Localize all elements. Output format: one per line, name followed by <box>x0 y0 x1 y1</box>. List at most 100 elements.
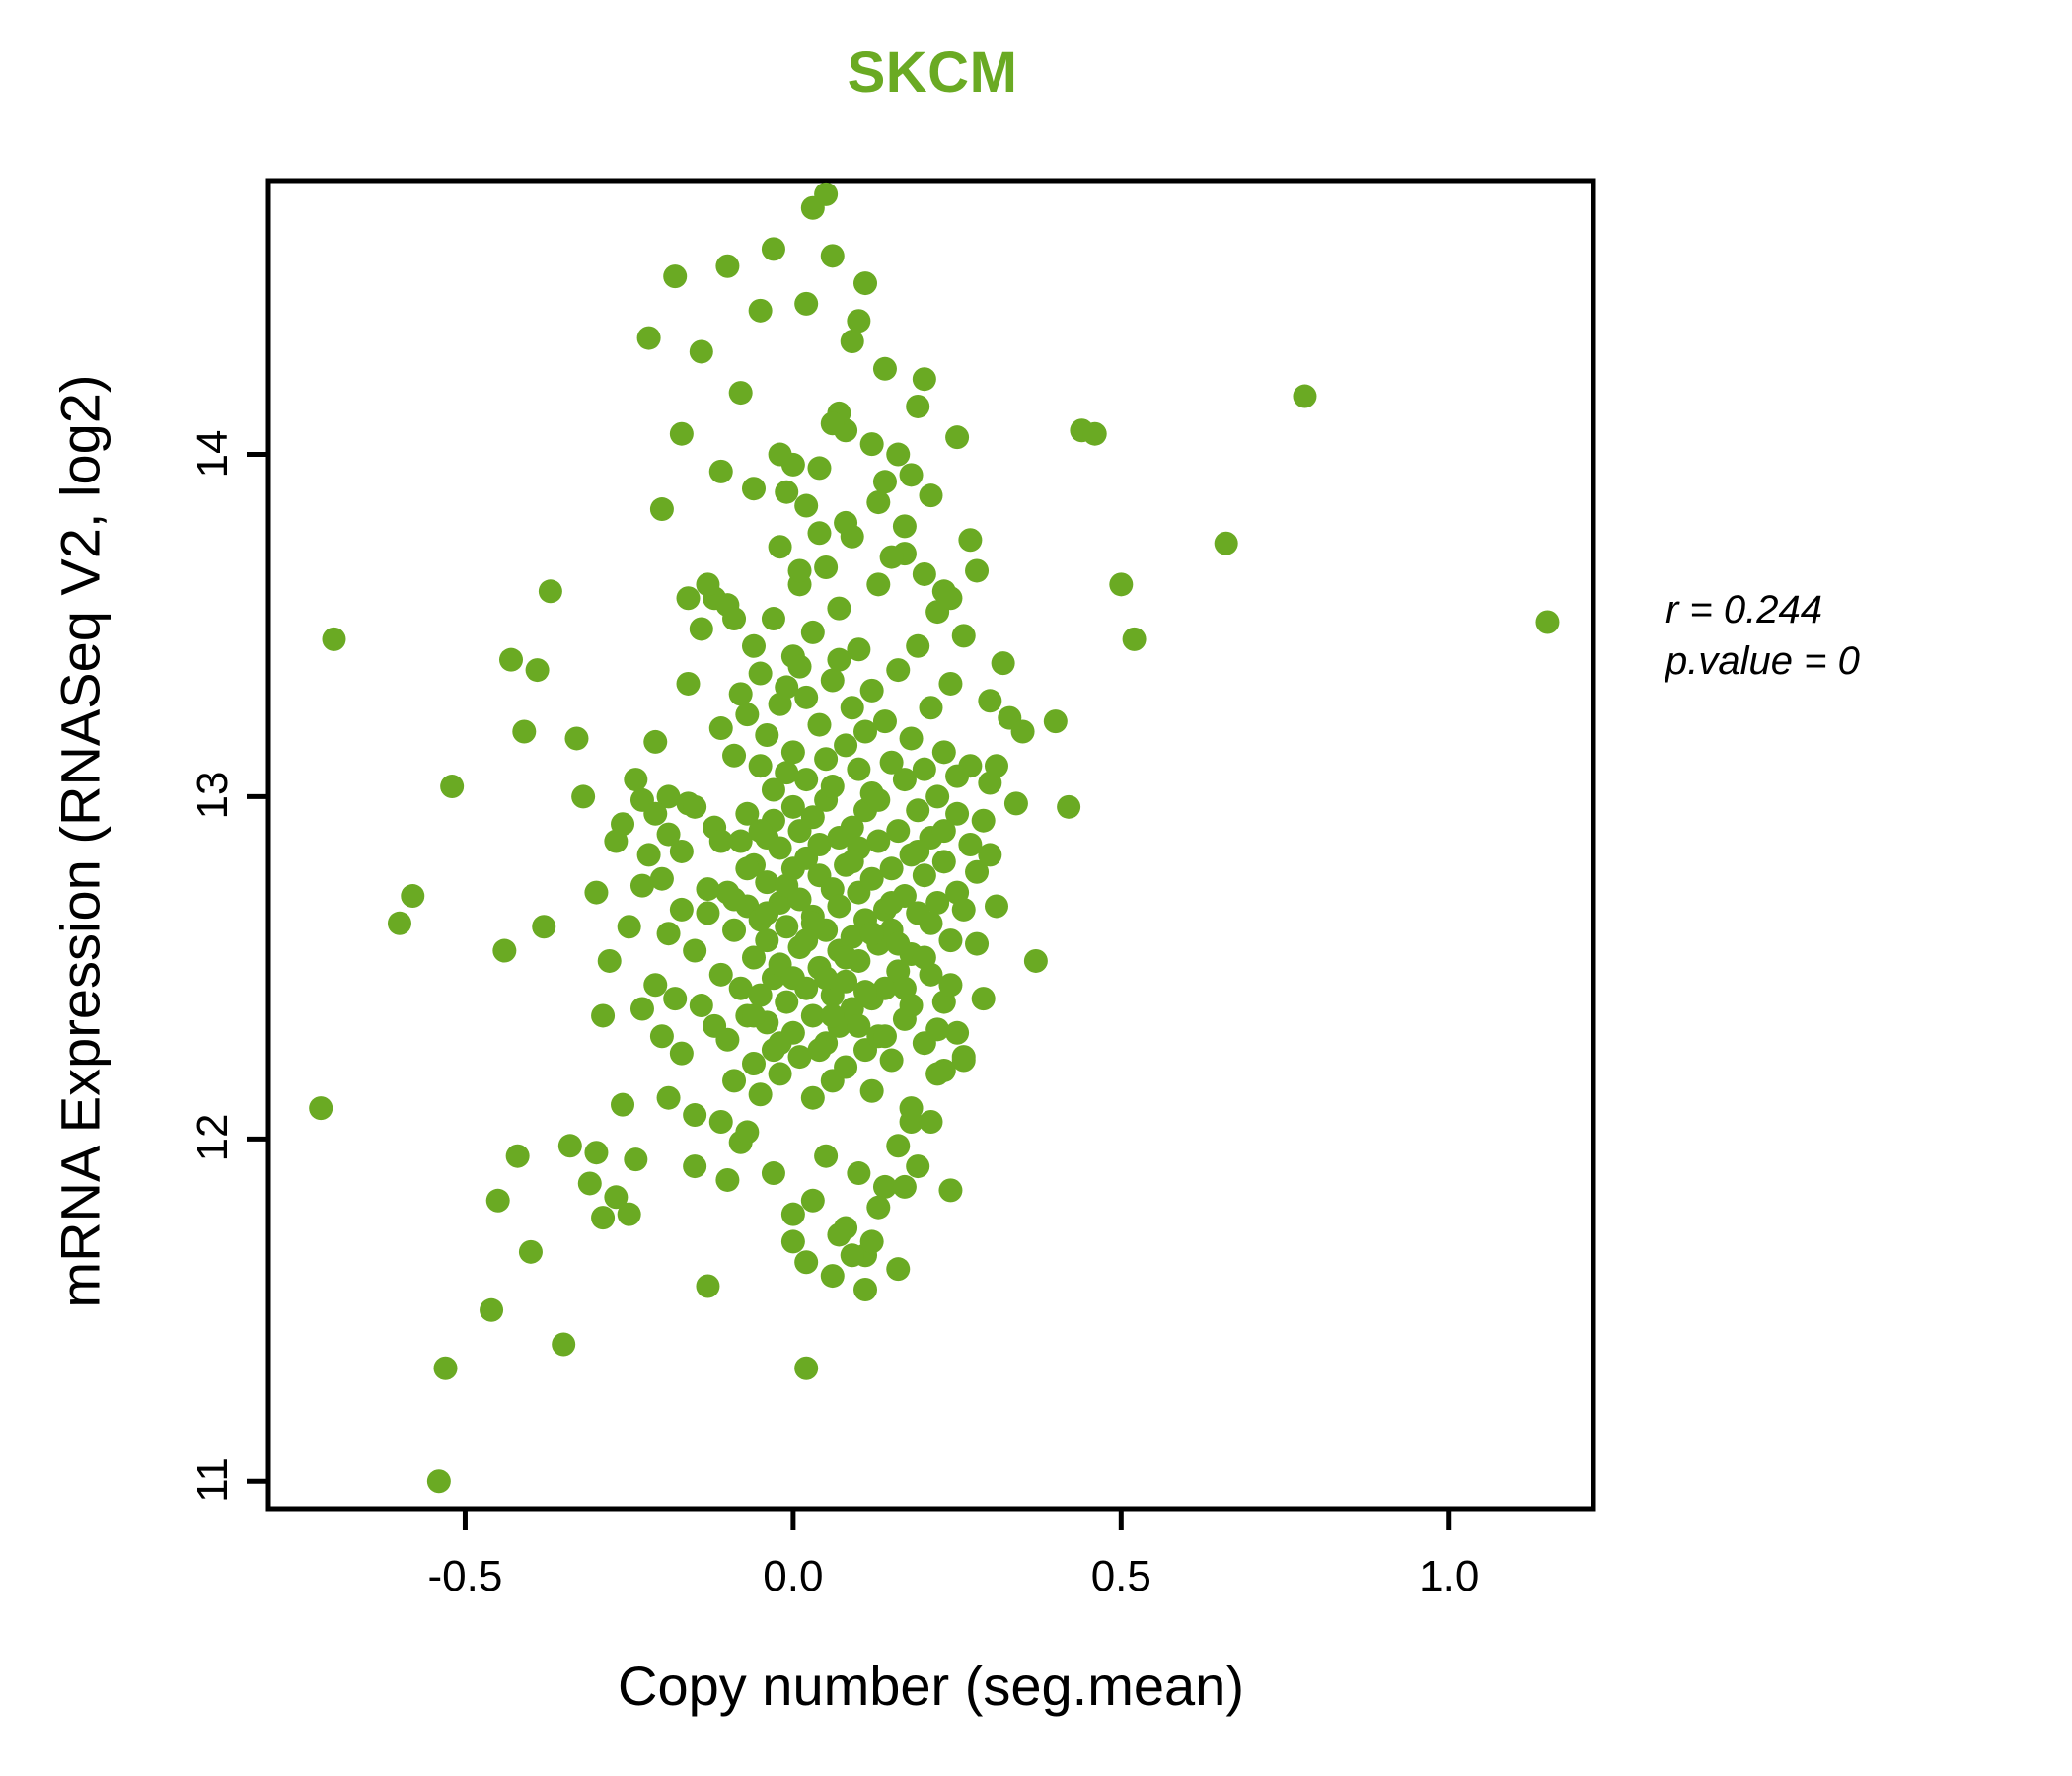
data-point <box>649 866 674 891</box>
data-point <box>715 1167 740 1192</box>
data-point <box>728 381 753 406</box>
data-point <box>919 483 943 508</box>
data-point <box>708 962 733 987</box>
data-point <box>827 596 851 621</box>
data-point <box>965 558 990 583</box>
data-point <box>643 973 668 998</box>
data-point <box>814 182 839 206</box>
data-point <box>611 1092 635 1117</box>
data-point <box>840 696 864 720</box>
data-point <box>735 703 760 727</box>
data-point <box>715 254 740 278</box>
data-point <box>912 561 936 586</box>
data-point <box>919 696 943 720</box>
data-point <box>931 740 956 765</box>
data-point <box>735 1120 760 1145</box>
data-point <box>886 1257 911 1282</box>
data-point <box>722 918 747 942</box>
data-point <box>1122 627 1147 651</box>
data-point <box>735 856 760 881</box>
data-point <box>892 768 917 792</box>
data-point <box>879 856 904 881</box>
data-point <box>951 1048 976 1073</box>
data-point <box>748 983 773 1007</box>
data-point <box>945 425 970 450</box>
data-point <box>761 1161 785 1186</box>
tick-marks <box>247 452 1452 1530</box>
data-point <box>827 1222 851 1247</box>
data-point <box>866 490 891 515</box>
data-point <box>951 897 976 922</box>
data-point <box>879 890 904 915</box>
y-tick-label: 13 <box>188 771 237 820</box>
data-point <box>800 1003 825 1028</box>
data-point <box>906 798 930 823</box>
data-point <box>755 722 779 747</box>
data-point <box>669 1041 694 1066</box>
data-point <box>912 945 936 970</box>
data-point <box>787 558 812 583</box>
x-tick-label: 0.0 <box>763 1552 824 1600</box>
data-point <box>512 719 537 744</box>
data-point <box>872 1174 897 1199</box>
data-point <box>800 805 825 830</box>
data-point <box>872 1024 897 1049</box>
data-point <box>787 654 812 679</box>
p-value: p.value = 0 <box>1665 639 1860 683</box>
data-point <box>309 1096 333 1121</box>
data-point <box>722 1069 747 1093</box>
data-point <box>991 651 1015 676</box>
data-point <box>584 1141 609 1165</box>
data-point <box>834 945 858 970</box>
data-point <box>676 671 701 696</box>
data-point <box>971 808 996 833</box>
data-point <box>872 709 897 734</box>
data-point <box>794 928 819 953</box>
data-point <box>485 1188 510 1213</box>
page-title: SKCM <box>847 40 1018 105</box>
data-point <box>624 768 648 792</box>
data-point <box>925 890 950 915</box>
data-point <box>800 620 825 644</box>
data-point <box>584 880 609 905</box>
data-point <box>748 754 773 778</box>
data-point <box>814 555 839 580</box>
data-point <box>931 1058 956 1082</box>
data-point <box>859 678 884 703</box>
data-point <box>591 1003 616 1028</box>
data-point <box>892 514 917 539</box>
data-point <box>866 829 891 853</box>
data-point <box>780 966 805 991</box>
data-point <box>820 1264 845 1289</box>
data-points-group <box>309 182 1560 1494</box>
data-point <box>912 367 936 392</box>
data-point <box>492 938 517 963</box>
data-point <box>768 1062 792 1086</box>
data-point <box>669 839 694 863</box>
data-point <box>591 1206 616 1230</box>
data-point <box>1535 610 1560 634</box>
data-point <box>755 901 779 925</box>
data-point <box>814 966 839 991</box>
data-point <box>518 1239 543 1264</box>
x-tick-label: 1.0 <box>1419 1552 1480 1600</box>
data-point <box>755 870 779 895</box>
data-point <box>775 480 799 504</box>
data-point <box>735 801 760 826</box>
data-point <box>925 784 950 809</box>
x-axis-label: Copy number (seg.mean) <box>618 1655 1244 1717</box>
data-point <box>859 1229 884 1254</box>
data-point <box>906 633 930 658</box>
plot-frame <box>265 178 1596 1512</box>
data-point <box>741 1052 766 1076</box>
data-point <box>984 754 1008 778</box>
data-point <box>906 1154 930 1179</box>
data-point <box>1010 719 1035 744</box>
data-point <box>689 617 713 641</box>
data-point <box>656 922 681 946</box>
data-point <box>931 819 956 844</box>
data-point <box>426 1469 451 1494</box>
data-point <box>604 1185 629 1210</box>
data-point <box>945 801 970 826</box>
data-point <box>834 510 858 535</box>
